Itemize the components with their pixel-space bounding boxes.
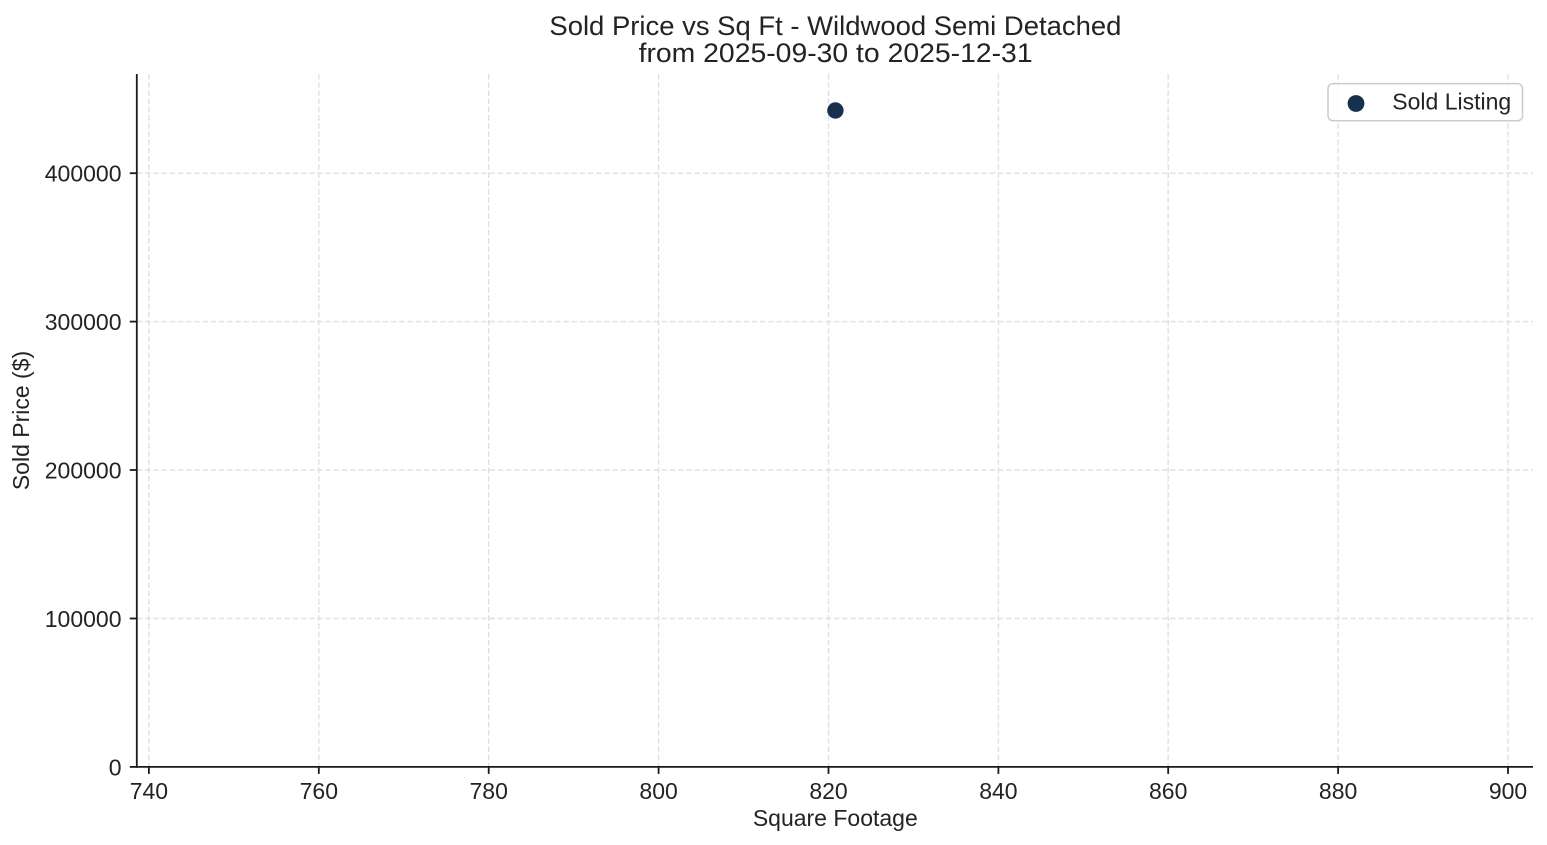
svg-text:Sold Price ($): Sold Price ($) [8,351,34,490]
svg-text:800: 800 [639,778,677,804]
svg-text:200000: 200000 [45,457,122,483]
svg-text:780: 780 [470,778,508,804]
svg-text:900: 900 [1489,778,1527,804]
svg-text:300000: 300000 [45,309,122,335]
svg-text:880: 880 [1319,778,1357,804]
svg-text:Sold Listing: Sold Listing [1392,88,1511,114]
svg-text:100000: 100000 [45,606,122,632]
svg-text:0: 0 [109,754,122,780]
svg-text:820: 820 [809,778,847,804]
svg-text:840: 840 [979,778,1017,804]
svg-text:Sold Price vs Sq Ft - Wildwood: Sold Price vs Sq Ft - Wildwood Semi Deta… [549,11,1121,41]
svg-text:860: 860 [1149,778,1187,804]
svg-text:400000: 400000 [45,161,122,187]
svg-text:from 2025-09-30 to 2025-12-31: from 2025-09-30 to 2025-12-31 [639,38,1033,68]
svg-text:760: 760 [300,778,338,804]
svg-text:740: 740 [130,778,168,804]
svg-text:Square Footage: Square Footage [753,805,918,831]
